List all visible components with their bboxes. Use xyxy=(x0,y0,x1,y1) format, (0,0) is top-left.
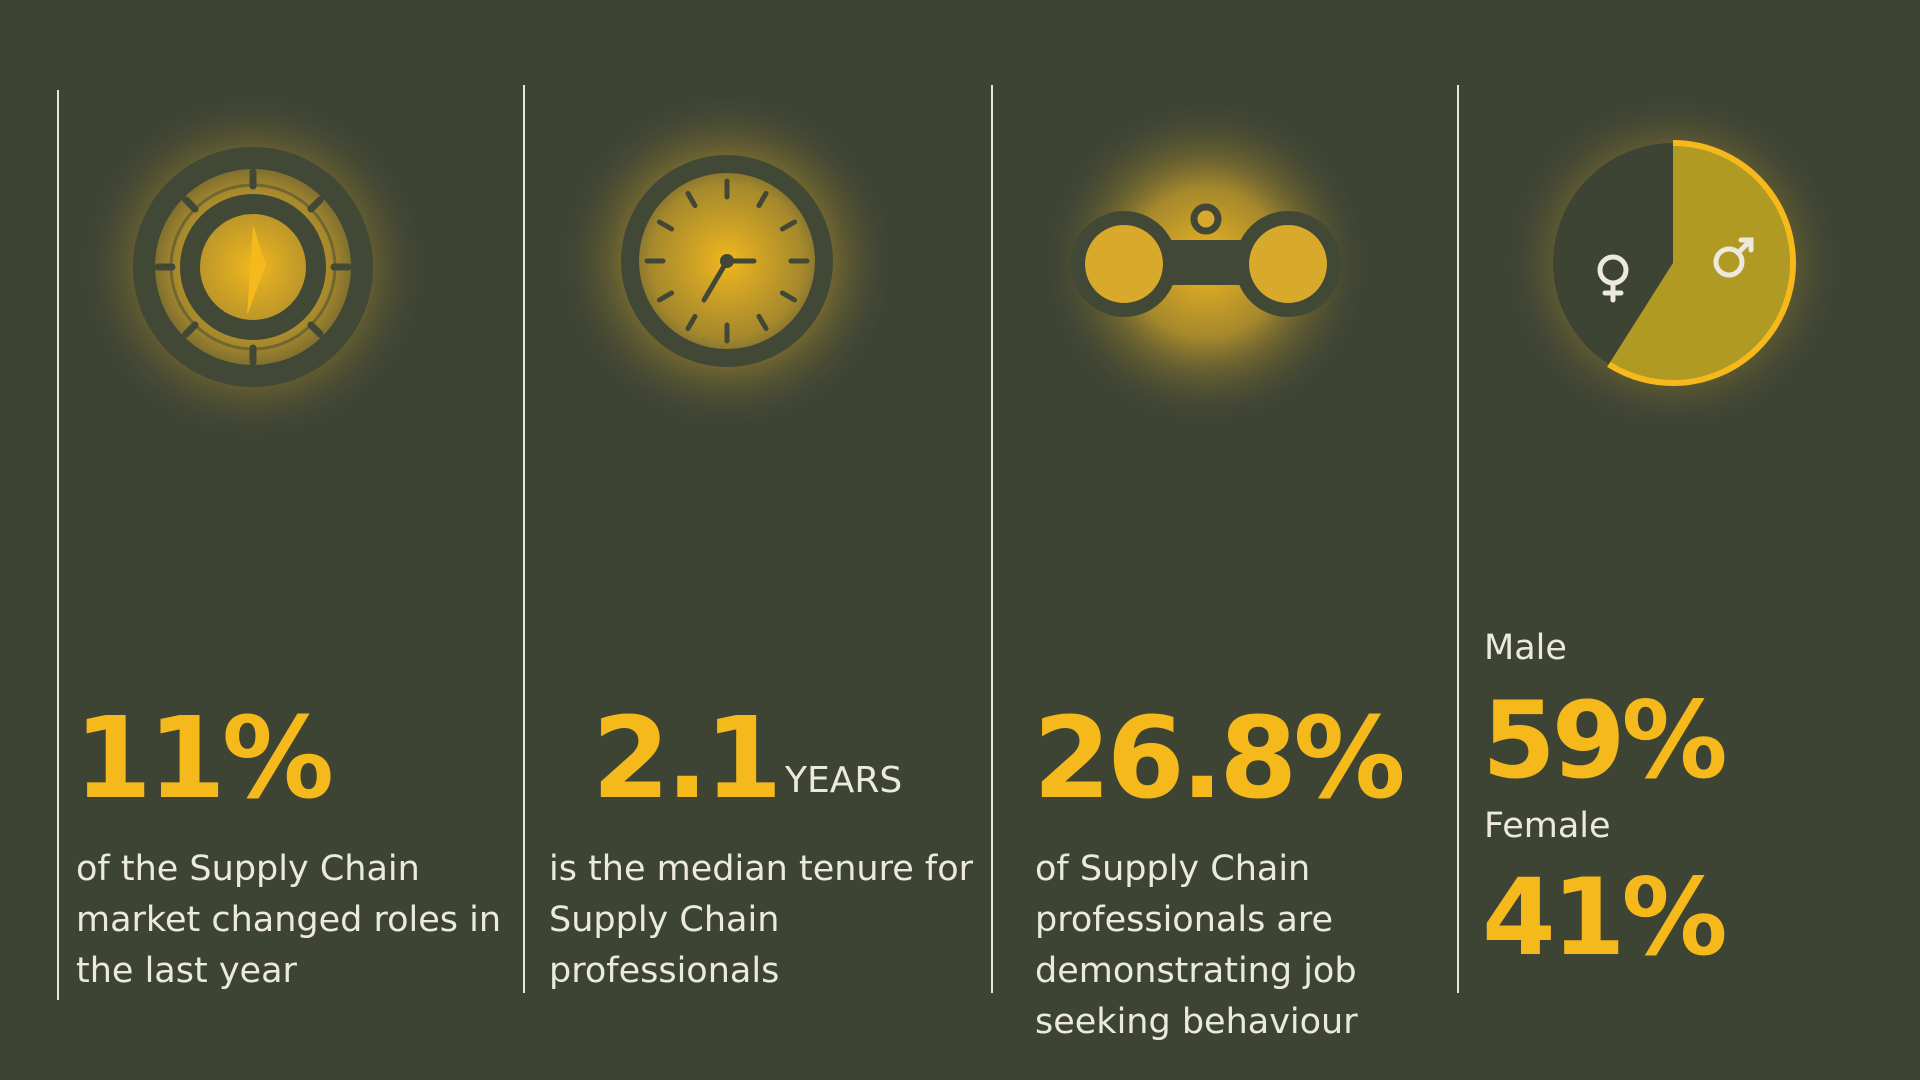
clock-tick xyxy=(685,190,698,209)
stat: 41% xyxy=(1482,856,1728,979)
pie-outline xyxy=(1607,140,1796,386)
dividers xyxy=(57,85,1459,1000)
label: Male xyxy=(1484,628,1567,668)
clock-tick xyxy=(756,190,769,209)
pie-slice xyxy=(1608,143,1794,383)
gender-symbols xyxy=(1597,237,1754,303)
label: Female xyxy=(1484,806,1611,846)
unit: YEARS xyxy=(785,760,903,801)
binoculars-icon xyxy=(1041,98,1371,428)
stat: 26.8% xyxy=(1033,694,1406,824)
stat: 11% xyxy=(74,694,334,824)
stat: 59% xyxy=(1482,679,1728,802)
clock-tick xyxy=(779,219,798,232)
clock-tick xyxy=(779,290,798,303)
description: of the Supply Chain market changed roles… xyxy=(76,849,502,991)
clock-icon xyxy=(557,91,897,431)
clock-tick xyxy=(685,313,698,332)
description: of Supply Chain professionals are demons… xyxy=(1035,849,1358,1042)
clock-tick xyxy=(756,313,769,332)
description: is the median tenure for Supply Chain pr… xyxy=(549,849,973,991)
pie-slice xyxy=(1553,143,1673,365)
compass-icon xyxy=(78,92,428,442)
gender-pie xyxy=(1503,93,1843,433)
stat: 2.1 xyxy=(592,694,782,824)
clock-tick xyxy=(656,219,675,232)
clock-tick xyxy=(656,290,675,303)
